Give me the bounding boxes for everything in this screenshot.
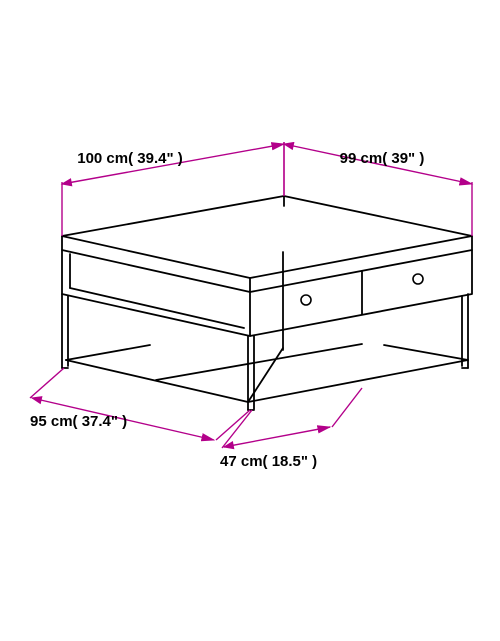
- label-width-top: 100 cm( 39.4" ): [77, 150, 183, 167]
- label-drawer-width: 47 cm( 18.5" ): [220, 453, 317, 470]
- dimension-labels: 100 cm( 39.4" ) 99 cm( 39" ) 95 cm( 37.4…: [30, 150, 424, 470]
- label-depth-top: 99 cm( 39" ): [340, 150, 425, 167]
- label-depth-front: 95 cm( 37.4" ): [30, 413, 127, 430]
- dim-drawer-width: [222, 388, 362, 448]
- table-outline: [62, 196, 472, 410]
- product-dimension-diagram: 100 cm( 39.4" ) 99 cm( 39" ) 95 cm( 37.4…: [0, 0, 500, 641]
